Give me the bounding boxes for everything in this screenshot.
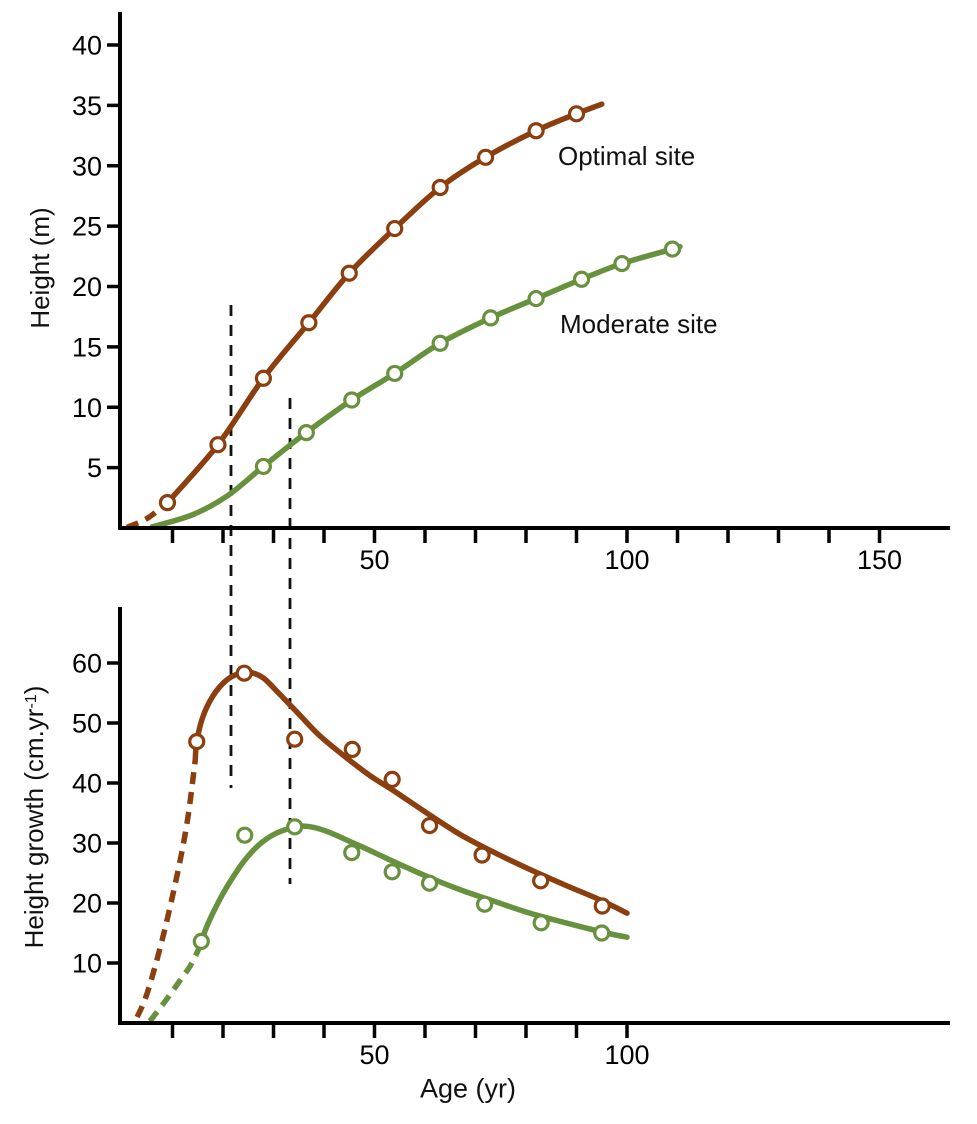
bottom-x-tick-label: 50 xyxy=(359,1040,389,1070)
top-moderate-site-data-point-marker xyxy=(613,254,631,273)
top-y-tick-label: 30 xyxy=(72,151,102,181)
bottom-moderate-site-data-point-marker xyxy=(532,914,550,932)
bottom-y-tick-label: 30 xyxy=(72,829,102,859)
top-x-tick-label: 150 xyxy=(857,545,902,575)
bottom-moderate-site-data-point-marker xyxy=(343,843,361,862)
top-moderate-site-data-point-marker xyxy=(572,270,591,288)
bottom-optimal-site-data-point-marker xyxy=(343,740,361,759)
top-y-tick-label: 25 xyxy=(72,212,102,242)
top-y-tick-label: 15 xyxy=(72,332,102,362)
bottom-moderate-site-data-point-marker xyxy=(475,895,494,913)
bottom-optimal-site-data-point-marker xyxy=(383,770,401,789)
top-moderate-site-data-point-marker xyxy=(386,364,404,383)
top-optimal-site-data-point-marker xyxy=(567,105,586,123)
optimal-site-label: Optimal site xyxy=(558,141,696,171)
top-optimal-site-data-point-marker xyxy=(209,436,227,454)
top-moderate-site-data-point-marker xyxy=(527,289,545,308)
top-y-tick-label: 40 xyxy=(72,31,102,61)
top-moderate-site-data-point-marker xyxy=(254,457,272,476)
bottom-moderate-site-data-point-marker xyxy=(286,818,304,836)
bottom-optimal-site-data-point-marker xyxy=(473,846,491,864)
top-moderate-site-data-point-marker xyxy=(482,309,500,327)
top-y-tick-label: 20 xyxy=(72,272,102,302)
bottom-optimal-site-curve-dashed-segment xyxy=(134,759,198,1019)
top-optimal-site-data-point-marker xyxy=(386,219,404,238)
bottom-optimal-site-curve xyxy=(192,669,630,916)
bottom-y-tick-label: 60 xyxy=(72,649,102,679)
top-optimal-site-data-point-marker xyxy=(254,369,272,387)
bottom-y-tick-label: 40 xyxy=(72,769,102,799)
top-optimal-site-data-point-marker xyxy=(477,148,495,166)
bottom-optimal-site-data-point-marker xyxy=(593,897,611,915)
top-moderate-site-data-point-marker xyxy=(297,424,315,442)
bottom-moderate-site-data-point-marker xyxy=(192,932,210,951)
top-moderate-site-data-point-marker xyxy=(663,240,682,258)
top-optimal-site-data-point-marker xyxy=(158,494,177,512)
top-x-tick-label: 50 xyxy=(359,545,389,575)
bottom-moderate-site-data-point-marker xyxy=(593,924,611,942)
top-optimal-site-data-point-marker xyxy=(300,314,318,332)
top-optimal-site-data-point-marker xyxy=(431,178,449,197)
bottom-moderate-site-data-point-marker xyxy=(383,863,401,881)
top-y-tick-label: 35 xyxy=(72,91,102,121)
top-y-tick-label: 5 xyxy=(87,453,102,483)
bottom-y-tick-label: 20 xyxy=(72,889,102,919)
bottom-optimal-site-data-point-marker xyxy=(532,872,550,890)
bottom-optimal-site-data-point-marker xyxy=(235,664,253,682)
top-y-axis-title: Height (m) xyxy=(25,207,55,329)
bottom-y-tick-label: 10 xyxy=(72,949,102,979)
top-moderate-site-data-point-marker xyxy=(431,334,449,352)
bottom-y-axis-title-superscript: -1 xyxy=(23,694,40,709)
bottom-y-tick-label: 50 xyxy=(72,709,102,739)
bottom-moderate-site-data-point-marker xyxy=(236,826,254,844)
bottom-x-tick-label: 100 xyxy=(604,1040,649,1070)
top-x-tick-label: 100 xyxy=(604,545,649,575)
bottom-y-axis-title-close: ) xyxy=(19,685,49,695)
top-y-tick-label: 10 xyxy=(72,393,102,423)
bottom-optimal-site-data-point-marker xyxy=(420,816,439,835)
top-moderate-site-data-point-marker xyxy=(343,391,361,409)
top-optimal-site-data-point-marker xyxy=(340,264,358,282)
moderate-site-label: Moderate site xyxy=(560,309,718,339)
bottom-y-axis-title-text: Height growth (cm.yr xyxy=(19,708,49,949)
bottom-optimal-site-data-point-marker xyxy=(188,732,206,751)
bottom-optimal-site-data-point-marker xyxy=(286,730,304,748)
bottom-y-axis-title: Height growth (cm.yr-1) xyxy=(19,685,49,949)
bottom-moderate-site-curve xyxy=(196,823,630,951)
x-axis-title: Age (yr) xyxy=(419,1073,517,1104)
top-optimal-site-data-point-marker xyxy=(527,122,545,140)
bottom-moderate-site-curve-dashed-segment xyxy=(147,946,202,1023)
bottom-moderate-site-data-point-marker xyxy=(420,874,439,892)
